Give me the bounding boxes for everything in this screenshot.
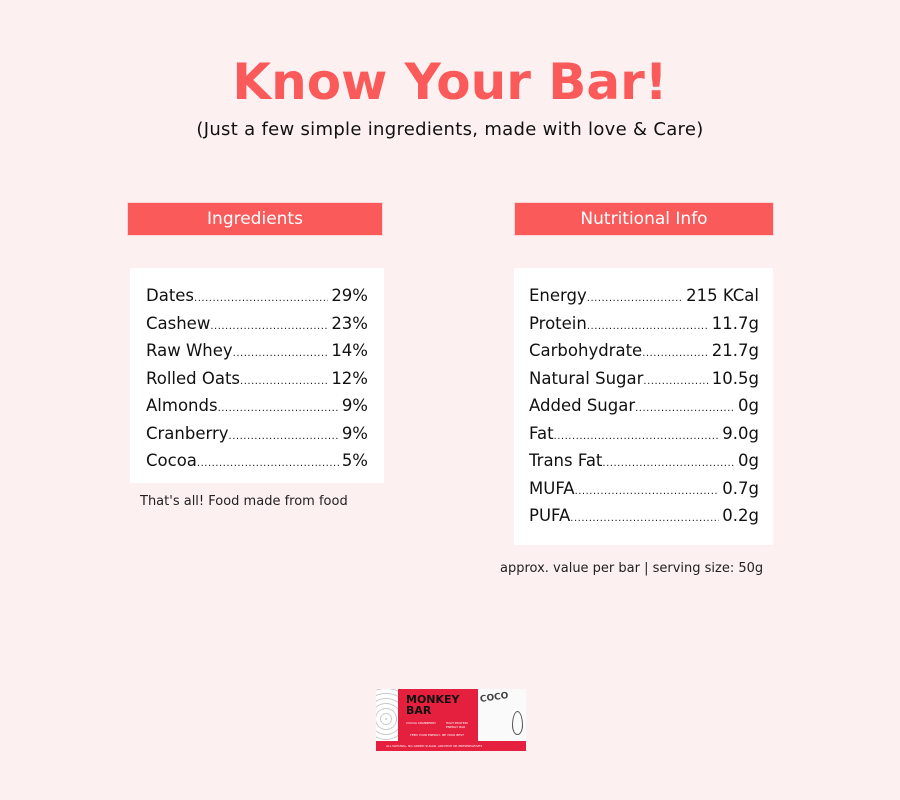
ingredient-row: Rolled Oats 12% xyxy=(146,365,368,393)
ingredient-name: Cashew xyxy=(146,313,211,333)
ingredient-percent: 9% xyxy=(341,396,368,415)
nutrition-header: Nutritional Info xyxy=(514,202,774,236)
ingredient-percent: 12% xyxy=(331,368,368,388)
dot-leader xyxy=(229,427,339,447)
nutrition-list: Energy 215 KCal Protein 11.7g Carbohydrate… xyxy=(514,268,773,545)
ingredient-row: Dates 29% xyxy=(146,282,368,310)
nutrient-value: 11.7g xyxy=(711,313,759,333)
brand-logo: MONKEY BAR xyxy=(406,694,460,716)
claim-text: HIGH PROTEIN ENERGY BAR xyxy=(446,721,468,729)
ingredient-row: Raw Whey 14% xyxy=(146,337,368,365)
almond-icon xyxy=(512,711,523,735)
ingredient-percent: 5% xyxy=(341,451,368,470)
nutrient-name: MUFA xyxy=(529,478,575,498)
nutrient-value: 0g xyxy=(738,451,759,470)
nutrient-name: Trans Fat xyxy=(529,451,603,470)
ingredient-name: Cocoa xyxy=(146,451,197,470)
nutrition-row: Fat 9.0g xyxy=(529,420,759,448)
nutrient-name: Natural Sugar xyxy=(529,368,644,388)
nutrient-value: 21.7g xyxy=(711,341,759,360)
nutrient-name: Added Sugar xyxy=(529,396,636,415)
ingredient-row: Almonds 9% xyxy=(146,392,368,420)
nutrition-row: MUFA 0.7g xyxy=(529,475,759,503)
strip-text: ALL NATURAL, NO ADDED SUGAR, ADDITIVE OR… xyxy=(386,744,483,748)
dot-leader xyxy=(642,344,709,364)
page-subtitle: (Just a few simple ingredients, made wit… xyxy=(196,119,704,140)
tagline-text: FEED YOUR ENERGY, BE YOUR BEST xyxy=(410,733,464,737)
nutrient-value: 0g xyxy=(738,396,759,415)
nutrition-row: Energy 215 KCal xyxy=(529,282,759,310)
ingredient-name: Dates xyxy=(146,286,195,305)
dot-leader xyxy=(554,427,720,447)
ingredient-name: Raw Whey xyxy=(146,341,233,360)
ingredient-row: Cocoa 5% xyxy=(146,447,368,475)
ingredient-percent: 14% xyxy=(331,341,368,360)
nutrient-value: 0.7g xyxy=(722,478,759,498)
nutrition-row: Carbohydrate 21.7g xyxy=(529,337,759,365)
nutrition-row: PUFA 0.2g xyxy=(529,502,759,530)
ingredient-name: Cranberry xyxy=(146,423,229,443)
wrapper-bottom-strip: ALL NATURAL, NO ADDED SUGAR, ADDITIVE OR… xyxy=(376,741,526,751)
dot-leader xyxy=(575,482,720,502)
dot-leader xyxy=(587,317,709,337)
nutrition-row: Trans Fat 0g xyxy=(529,447,759,475)
dot-leader xyxy=(643,372,708,392)
serving-size-note: approx. value per bar | serving size: 50… xyxy=(500,561,764,576)
nutrition-row: Natural Sugar 10.5g xyxy=(529,365,759,393)
nutrient-name: Energy xyxy=(529,286,587,305)
nutrition-row: Added Sugar 0g xyxy=(529,392,759,420)
brand-line-1: MONKEY xyxy=(406,693,460,706)
ingredient-name: Rolled Oats xyxy=(146,368,241,388)
dot-leader xyxy=(570,509,719,529)
dot-leader xyxy=(210,317,328,337)
nutrient-name: Carbohydrate xyxy=(529,341,643,360)
ingredient-percent: 23% xyxy=(331,313,368,333)
nutrition-row: Protein 11.7g xyxy=(529,310,759,338)
dot-leader xyxy=(197,454,339,474)
product-bar-image: MONKEY BAR COCOA CRANBERRY HIGH PROTEIN … xyxy=(376,689,526,751)
dot-leader xyxy=(602,454,735,474)
dot-leader xyxy=(587,289,683,309)
nutrient-name: PUFA xyxy=(529,506,571,525)
nut-illustration-icon xyxy=(376,689,398,741)
flavor-text: COCOA CRANBERRY xyxy=(406,721,436,725)
nutrient-value: 215 KCal xyxy=(686,286,759,305)
dot-leader xyxy=(218,399,339,419)
ingredients-header: Ingredients xyxy=(127,202,383,236)
ingredient-percent: 9% xyxy=(341,423,368,443)
dot-leader xyxy=(240,372,328,392)
ingredient-name: Almonds xyxy=(146,396,218,415)
ingredient-row: Cashew 23% xyxy=(146,310,368,338)
ingredients-note: That's all! Food made from food xyxy=(140,494,348,509)
page-title: Know Your Bar! xyxy=(232,53,668,111)
nutrient-value: 10.5g xyxy=(711,368,759,388)
ingredients-list: Dates 29% Cashew 23% Raw Whey 14% Rolled Oa… xyxy=(130,268,384,483)
nutrient-name: Protein xyxy=(529,313,587,333)
nutrient-value: 0.2g xyxy=(722,506,759,525)
nutrient-name: Fat xyxy=(529,423,554,443)
nutrient-value: 9.0g xyxy=(722,423,759,443)
wrapper-red-panel xyxy=(398,689,478,741)
dot-leader xyxy=(194,289,328,309)
ingredient-percent: 29% xyxy=(331,286,368,305)
dot-leader xyxy=(635,399,735,419)
dot-leader xyxy=(233,344,329,364)
brand-line-2: BAR xyxy=(406,704,432,717)
ingredient-row: Cranberry 9% xyxy=(146,420,368,448)
